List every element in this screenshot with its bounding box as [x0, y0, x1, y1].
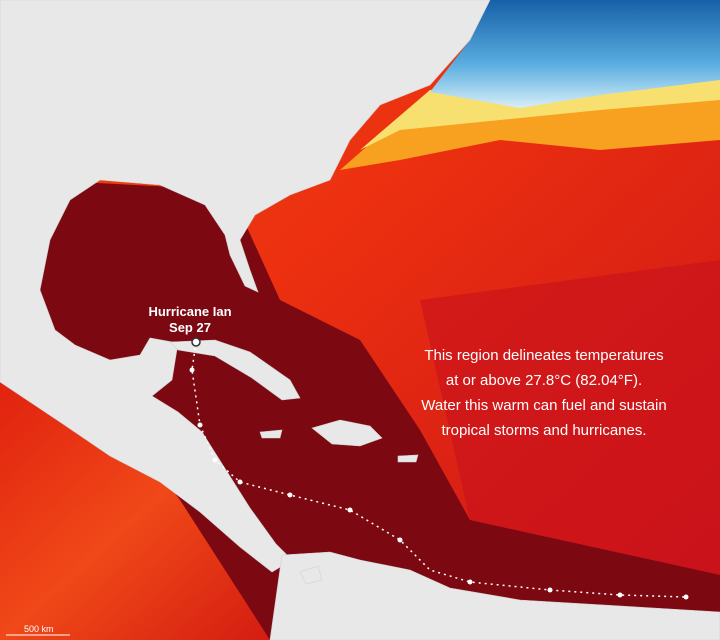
annotation-line: Water this warm can fuel and sustain: [421, 397, 666, 414]
south-america: [269, 551, 720, 640]
jamaica: [259, 429, 283, 439]
annotation-line: tropical storms and hurricanes.: [441, 422, 646, 439]
annotation-line: at or above 27.8°C (82.04°F).: [446, 372, 642, 389]
track-point: [547, 587, 553, 593]
storm-date: Sep 27: [169, 320, 211, 335]
track-point: [197, 422, 203, 428]
scale-label: 500 km: [24, 624, 54, 634]
track-point: [237, 479, 243, 485]
annotation: This region delineates temperatures at o…: [421, 347, 666, 439]
track-points: [189, 367, 689, 600]
track-point: [617, 592, 623, 598]
cuba: [169, 339, 301, 401]
storm-position: [191, 337, 201, 347]
track-point: [347, 507, 353, 513]
track-point: [212, 457, 218, 463]
track-point: [287, 492, 293, 498]
cold-water: [430, 0, 720, 108]
puerto-rico: [397, 454, 419, 463]
annotation-line: This region delineates temperatures: [424, 347, 663, 364]
track-point: [467, 579, 473, 585]
track-point: [189, 367, 195, 373]
island: [299, 565, 323, 585]
gulf-caribbean: [40, 180, 720, 640]
hispaniola: [311, 419, 383, 447]
track-point: [397, 537, 403, 543]
north-america: [0, 0, 491, 573]
storm-name: Hurricane Ian: [148, 304, 231, 319]
track-point: [683, 594, 689, 600]
